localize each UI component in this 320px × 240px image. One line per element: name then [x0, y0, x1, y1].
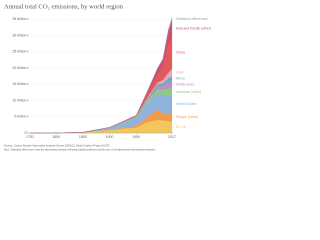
y-tick-label: 30 billion t [12, 33, 28, 37]
legend-label: United States [176, 102, 197, 106]
legend-label: Europe (other) [176, 115, 198, 119]
legend-label: Asia and Pacific (other) [176, 27, 211, 31]
y-tick-label: 15 billion t [12, 82, 28, 86]
legend-label: Statistical differences [176, 17, 208, 21]
chart-title: Annual total CO₂ emissions, by world reg… [4, 4, 124, 11]
area [29, 17, 173, 134]
note: Note: 'Statistical differences' notes th… [4, 149, 156, 152]
chart: Annual total CO₂ emissions, by world reg… [4, 4, 211, 152]
legend-label: Americas (other) [176, 90, 201, 94]
area [29, 119, 173, 134]
x-tick-label: 1900 [106, 135, 114, 139]
source: Source: Carbon Dioxide Information Analy… [4, 144, 110, 148]
legend-label: Middle East [176, 82, 194, 86]
x-tick-label: 2017 [168, 135, 176, 139]
y-tick-label: 25 billion t [12, 50, 28, 54]
x-tick-label: 1800 [52, 135, 60, 139]
legend-label: EU-28 [176, 125, 186, 129]
x-tick-label: 1850 [79, 135, 87, 139]
y-tick-label: 10 billion t [12, 98, 28, 102]
legend-label: China [176, 51, 185, 55]
y-tick-label: 0 t [25, 131, 29, 135]
y-tick-label: 20 billion t [12, 66, 28, 70]
y-tick-label: 35 billion t [12, 17, 28, 21]
x-tick-label: 1950 [132, 135, 140, 139]
legend-label: Africa [176, 76, 185, 80]
legend-label: India [176, 70, 183, 74]
y-tick-label: 5 billion t [14, 115, 28, 119]
x-tick-label: 1751 [26, 135, 34, 139]
